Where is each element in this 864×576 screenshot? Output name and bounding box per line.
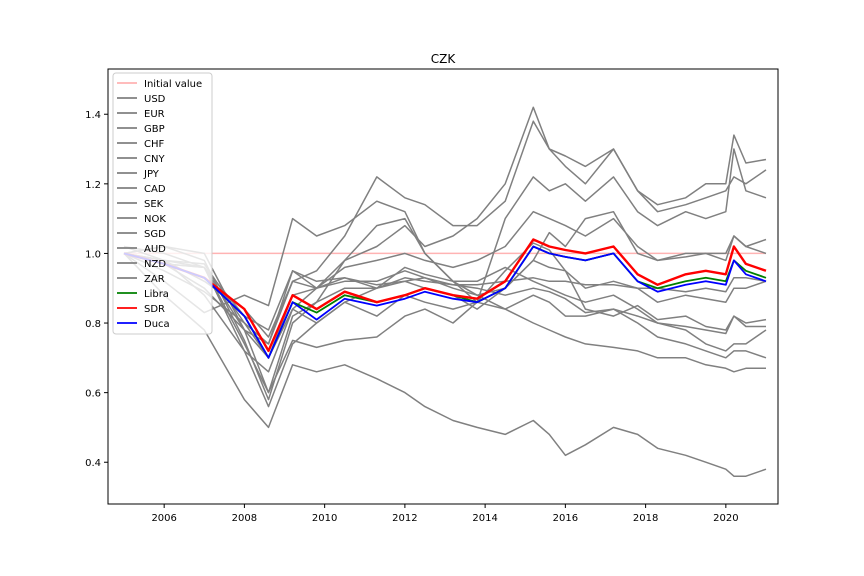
- legend-label: NOK: [144, 214, 166, 225]
- legend-label: CAD: [144, 184, 166, 195]
- legend-label: JPY: [143, 169, 160, 180]
- series-line-zar: [123, 252, 767, 477]
- legend-label: EUR: [144, 109, 165, 120]
- legend-label: ZAR: [144, 274, 165, 285]
- y-tick-label: 0.4: [85, 458, 101, 469]
- x-tick-label: 2018: [633, 513, 658, 524]
- legend-label: NZD: [144, 259, 166, 270]
- legend-label: CHF: [144, 139, 165, 150]
- legend-label: Duca: [144, 319, 170, 330]
- legend-label: GBP: [144, 124, 165, 135]
- x-tick-label: 2008: [232, 513, 257, 524]
- x-tick-label: 2006: [151, 513, 176, 524]
- x-tick-label: 2012: [392, 513, 417, 524]
- series-line-sek: [123, 252, 767, 359]
- legend-label: AUD: [144, 244, 166, 255]
- legend-label: CNY: [144, 154, 165, 165]
- series-line-duca: [123, 245, 767, 359]
- series-line-usd: [123, 148, 767, 373]
- legend-label: SEK: [144, 199, 164, 210]
- y-tick-label: 1.4: [85, 110, 101, 121]
- legend: Initial value USD EUR GBP CHF CNY JPY CAD SEK NOK…: [112, 72, 213, 335]
- series-line-nzd: [123, 245, 767, 408]
- legend-label: Libra: [144, 289, 169, 300]
- plot-lines: [123, 106, 767, 477]
- x-tick-label: 2016: [553, 513, 578, 524]
- x-tick-label: 2014: [472, 513, 497, 524]
- series-line-chf: [123, 120, 767, 345]
- legend-label: Initial value: [144, 79, 202, 90]
- y-tick-label: 0.6: [85, 389, 101, 400]
- legend-box: [112, 72, 213, 335]
- x-tick-label: 2010: [312, 513, 337, 524]
- y-tick-label: 1.0: [85, 249, 101, 260]
- y-tick-label: 1.2: [85, 180, 101, 191]
- chart-title: CZK: [431, 52, 457, 66]
- legend-label: SGD: [144, 229, 166, 240]
- series-line-sgd: [123, 210, 767, 338]
- legend-label: USD: [144, 94, 166, 105]
- y-tick-label: 0.8: [85, 319, 101, 330]
- plot-frame: [107, 68, 779, 505]
- x-axis: 2006 2008 2010 2012 2014 2016 2018 2020: [151, 504, 739, 524]
- series-line-aud: [123, 217, 767, 401]
- series-line-sdr: [123, 238, 767, 353]
- legend-label: SDR: [144, 304, 165, 315]
- x-tick-label: 2020: [713, 513, 738, 524]
- y-axis: 0.4 0.6 0.8 1.0 1.2 1.4: [85, 110, 108, 469]
